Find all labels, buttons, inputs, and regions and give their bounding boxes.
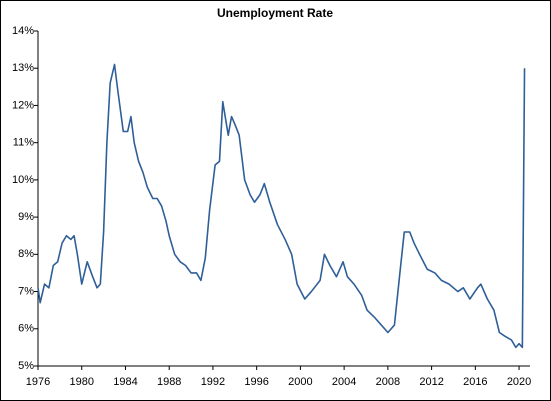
x-tick-label: 2000 [288,376,312,388]
x-tick-label: 1976 [26,376,50,388]
x-tick-label: 2012 [419,376,443,388]
y-tick-label: 6% [18,323,34,335]
x-tick-label: 1988 [157,376,181,388]
x-tick-label: 1996 [244,376,268,388]
y-tick-label: 11% [13,137,34,149]
y-tick-label: 10% [12,174,34,186]
y-tick-label: 14% [12,25,34,37]
y-tick-label: 5% [18,360,34,372]
x-tick-label: 1992 [201,376,225,388]
y-tick-label: 13% [12,62,34,74]
x-tick-label: 2016 [463,376,487,388]
chart-title: Unemployment Rate [217,6,333,20]
y-tick-label: 8% [18,248,34,260]
x-tick-label: 1984 [113,376,137,388]
x-tick-label: 2020 [507,376,531,388]
y-tick-label: 7% [18,285,34,297]
x-tick-label: 2008 [376,376,400,388]
y-tick-label: 12% [12,99,34,111]
x-tick-label: 2004 [332,376,356,388]
x-tick-label: 1980 [69,376,93,388]
series-line [37,63,526,349]
y-tick-label: 9% [18,211,34,223]
